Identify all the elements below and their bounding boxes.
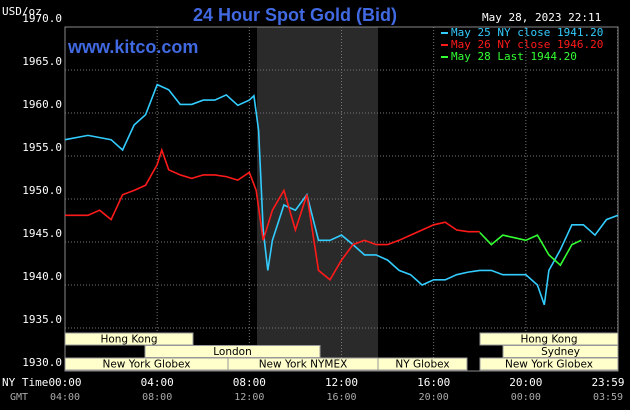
session-label: London <box>213 346 252 358</box>
series-line <box>64 83 619 306</box>
y-tick-label: 1950.0 <box>22 184 62 197</box>
unit-label: USD/oz <box>2 5 42 18</box>
session-bar <box>479 357 619 371</box>
x2-row-label: GMT <box>10 392 28 403</box>
session-label: New York Globex <box>505 359 593 371</box>
x-tick-label: 04:00 <box>141 376 174 389</box>
legend-label: May 26 NY close 1946.20 <box>451 38 603 51</box>
y-tick-label: 1955.0 <box>22 141 62 154</box>
session-label: New York NYMEX <box>259 359 348 371</box>
x-tick-label: 16:00 <box>417 376 450 389</box>
x-tick-label: 20:00 <box>509 376 542 389</box>
x2-tick-label: 04:00 <box>50 392 80 403</box>
y-tick-label: 1965.0 <box>22 55 62 68</box>
x2-tick-label: 20:00 <box>419 392 449 403</box>
x-tick-label: 00:00 <box>48 376 81 389</box>
x2-tick-label: 12:00 <box>234 392 264 403</box>
y-tick-label: 1970.0 <box>22 12 62 25</box>
chart-title: 24 Hour Spot Gold (Bid) <box>193 5 397 25</box>
x2-tick-label: 08:00 <box>142 392 172 403</box>
session-label: Sydney <box>541 346 580 358</box>
session-label: Hong Kong <box>100 334 157 346</box>
x2-tick-label: 16:00 <box>326 392 356 403</box>
timestamp: May 28, 2023 22:11 <box>482 11 601 24</box>
y-tick-label: 1940.0 <box>22 270 62 283</box>
x-tick-label: 12:00 <box>325 376 358 389</box>
y-tick-label: 1960.0 <box>22 98 62 111</box>
session-label: Hong Kong <box>520 334 577 346</box>
y-tick-label: 1935.0 <box>22 313 62 326</box>
y-tick-label: 1945.0 <box>22 227 62 240</box>
plot-frame <box>64 26 619 372</box>
session-bar <box>64 332 194 346</box>
legend-label: May 25 NY close 1941.20 <box>451 26 603 39</box>
series-line <box>65 147 480 282</box>
y-tick-label: 1930.0 <box>22 356 62 369</box>
x-row-label: NY Time <box>2 376 48 389</box>
x-tick-label: 23:59 <box>591 376 624 389</box>
legend-label: May 28 Last 1944.20 <box>451 50 577 63</box>
x2-tick-label: 00:00 <box>511 392 541 403</box>
series-line <box>479 231 582 267</box>
session-bar <box>377 357 468 371</box>
session-label: NY Globex <box>395 359 449 371</box>
x2-tick-label: 03:59 <box>593 392 623 403</box>
watermark: www.kitco.com <box>67 37 198 57</box>
session-label: New York Globex <box>102 359 190 371</box>
x-tick-label: 08:00 <box>233 376 266 389</box>
